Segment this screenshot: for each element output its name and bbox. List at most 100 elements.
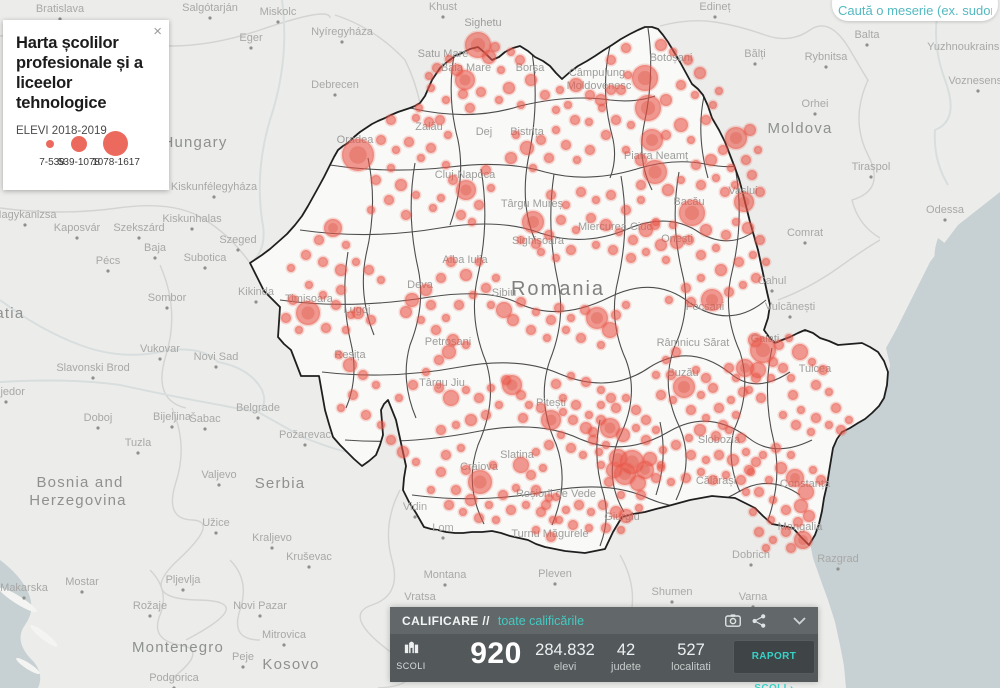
legend-title-line2: profesionale și a (16, 54, 143, 73)
search-input[interactable] (832, 0, 998, 21)
svg-text:Montenegro: Montenegro (132, 639, 224, 656)
svg-text:Peje: Peje (232, 651, 254, 663)
svg-text:Szekszárd: Szekszárd (113, 222, 164, 234)
svg-text:Comrat: Comrat (787, 227, 823, 239)
legend-title-line3: liceelor tehnologice (16, 74, 107, 113)
school-dots[interactable] (279, 30, 855, 555)
svg-text:Borșa: Borșa (516, 62, 546, 74)
svg-text:Edineț: Edineț (699, 1, 730, 13)
svg-text:Odessa: Odessa (926, 204, 965, 216)
legend-card: × Harta școlilor profesionale și a licee… (3, 20, 169, 190)
svg-text:Kraljevo: Kraljevo (252, 532, 292, 544)
romania-shape (250, 27, 888, 553)
svg-text:Kosovo: Kosovo (262, 656, 319, 673)
svg-text:Rožaje: Rožaje (133, 600, 167, 612)
stat-value: 284.832 (535, 641, 595, 659)
legend-class-label: 7-539 (39, 157, 65, 168)
svg-text:Požarevac: Požarevac (279, 429, 331, 441)
svg-text:Reșița: Reșița (334, 349, 366, 361)
stat-elevi: 284.832 elevi (529, 641, 601, 673)
svg-text:Pleven: Pleven (538, 568, 572, 580)
svg-text:Vratsa: Vratsa (404, 591, 436, 603)
svg-text:Dobrich: Dobrich (732, 549, 770, 561)
svg-text:Vukovar: Vukovar (140, 343, 180, 355)
svg-text:Cahul: Cahul (758, 275, 787, 287)
svg-text:Serbia: Serbia (255, 475, 306, 492)
school-icon (402, 641, 421, 659)
svg-text:Sombor: Sombor (148, 292, 187, 304)
legend-subtitle: ELEVI 2018-2019 (16, 124, 107, 137)
svg-text:Slatina: Slatina (500, 449, 535, 461)
svg-text:Kruševac: Kruševac (286, 551, 332, 563)
svg-text:Pécs: Pécs (96, 255, 121, 267)
svg-text:Yuzhnoukrainsk: Yuzhnoukrainsk (927, 41, 1000, 53)
svg-text:Eger: Eger (239, 32, 263, 44)
stat-value: 42 (616, 641, 636, 659)
svg-text:Kikinda: Kikinda (238, 286, 275, 298)
svg-text:Satu Mare: Satu Mare (418, 48, 469, 60)
svg-text:Câmpulung: Câmpulung (569, 67, 625, 79)
legend-bubble-large (103, 131, 128, 156)
svg-text:Novi Sad: Novi Sad (194, 351, 239, 363)
svg-text:Doboj: Doboj (84, 412, 113, 424)
svg-text:Botoșani: Botoșani (650, 52, 693, 64)
svg-text:Montana: Montana (424, 569, 468, 581)
bottom-panel: CALIFICARE // toate calificările SCOLI (390, 607, 818, 688)
schools-count: 920 (470, 637, 522, 670)
svg-text:Shumen: Shumen (652, 586, 693, 598)
legend-bubble-small (46, 140, 54, 148)
svg-text:Razgrad: Razgrad (817, 553, 859, 565)
category-value-link[interactable]: toate calificările (497, 613, 585, 628)
svg-text:Podgorica: Podgorica (149, 672, 199, 684)
svg-text:Târgu Jiu: Târgu Jiu (419, 377, 465, 389)
schools-label: SCOLI (396, 661, 426, 671)
stat-label: localitati (671, 661, 711, 673)
svg-text:Subotica: Subotica (184, 252, 228, 264)
svg-text:Užice: Užice (202, 517, 230, 529)
svg-text:Tuzla: Tuzla (125, 437, 152, 449)
svg-text:Kaposvár: Kaposvár (54, 222, 101, 234)
svg-text:Lom: Lom (432, 522, 453, 534)
svg-text:Valjevo: Valjevo (201, 469, 236, 481)
svg-text:Herzegovina: Herzegovina (29, 492, 126, 509)
svg-text:Balta: Balta (854, 29, 880, 41)
svg-text:Khust: Khust (429, 1, 457, 13)
svg-text:Tiraspol: Tiraspol (852, 161, 891, 173)
svg-text:Nyíregyháza: Nyíregyháza (311, 26, 374, 38)
svg-text:Moldova: Moldova (767, 120, 832, 137)
svg-text:Baja: Baja (144, 242, 167, 254)
svg-text:Debrecen: Debrecen (311, 79, 359, 91)
svg-text:Bijeljina: Bijeljina (153, 411, 192, 423)
svg-text:Makarska: Makarska (0, 582, 49, 594)
romania-border (249, 26, 889, 554)
stat-label: judete (611, 661, 641, 673)
close-icon[interactable]: × (153, 23, 162, 40)
svg-text:Rybnitsa: Rybnitsa (805, 51, 849, 63)
stat-label: elevi (553, 661, 577, 673)
svg-text:Miskolc: Miskolc (260, 6, 297, 18)
chevron-down-icon[interactable] (793, 616, 806, 625)
panel-body: SCOLI 920 284.832 elevi 42 judete 527 lo… (390, 634, 818, 688)
svg-text:Bălți: Bălți (744, 48, 765, 60)
legend-bubble-medium (71, 136, 87, 152)
legend-class-label: 539-1078 (57, 157, 101, 168)
svg-text:Slavonski Brod: Slavonski Brod (56, 362, 129, 374)
report-schools-button[interactable]: RAPORT ȘCOLI › (733, 640, 815, 688)
svg-text:Salgótarján: Salgótarján (182, 2, 238, 14)
svg-text:Prijedor: Prijedor (0, 386, 25, 398)
svg-text:Croatia: Croatia (0, 305, 24, 322)
camera-icon[interactable] (725, 614, 741, 627)
svg-text:Kiskunfélegyháza: Kiskunfélegyháza (171, 181, 258, 193)
svg-text:Sighetu: Sighetu (464, 17, 501, 29)
share-icon[interactable] (752, 613, 766, 628)
svg-text:Sibiu: Sibiu (492, 287, 516, 299)
svg-text:Mitrovica: Mitrovica (262, 629, 307, 641)
svg-text:Vulcănești: Vulcănești (765, 301, 815, 313)
svg-text:Hungary: Hungary (162, 134, 227, 151)
sea-adriatic (0, 560, 58, 688)
svg-text:Nagykanizsa: Nagykanizsa (0, 209, 57, 221)
svg-text:Orhei: Orhei (802, 98, 829, 110)
